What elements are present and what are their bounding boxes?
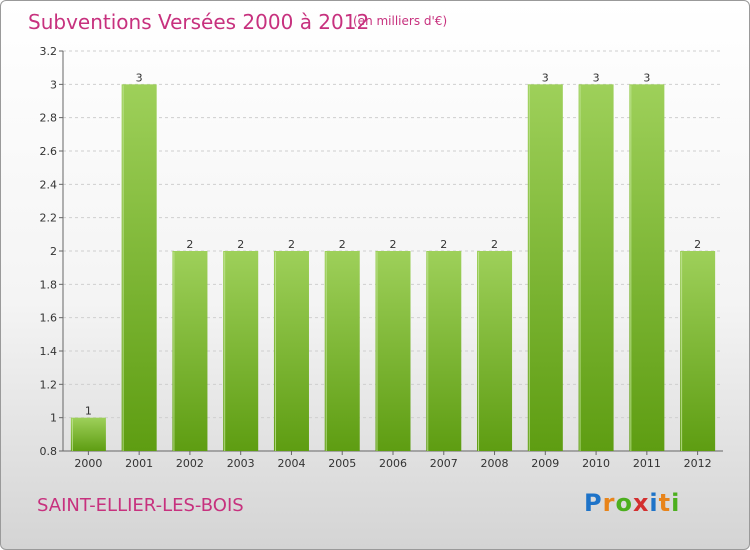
- bar: [121, 84, 157, 451]
- data-label: 2: [390, 238, 397, 251]
- chart-subtitle: (en milliers d'€): [353, 14, 448, 28]
- y-tick-label: 2: [50, 245, 57, 258]
- y-tick-label: 2.4: [40, 178, 58, 191]
- y-tick-label: 0.8: [40, 445, 58, 458]
- bar: [578, 84, 614, 451]
- y-tick-label: 2.8: [40, 112, 58, 125]
- x-tick-label: 2009: [531, 457, 559, 470]
- data-label: 3: [643, 71, 650, 84]
- data-label: 3: [542, 71, 549, 84]
- y-tick-label: 2.2: [40, 212, 58, 225]
- y-tick-label: 1.8: [40, 278, 58, 291]
- y-tick-label: 3: [50, 78, 57, 91]
- x-tick-label: 2010: [582, 457, 610, 470]
- x-tick-label: 2011: [633, 457, 661, 470]
- logo-letter: P: [584, 489, 603, 517]
- y-tick-label: 2.6: [40, 145, 58, 158]
- bar: [477, 251, 513, 451]
- y-tick-label: 3.2: [40, 45, 58, 58]
- data-label: 2: [440, 238, 447, 251]
- bar: [527, 84, 563, 451]
- logo-letter: r: [602, 489, 616, 517]
- logo-letter: x: [632, 489, 650, 517]
- bar: [426, 251, 462, 451]
- bar: [680, 251, 716, 451]
- data-label: 2: [288, 238, 295, 251]
- bar: [70, 417, 106, 451]
- data-label: 1: [85, 405, 92, 418]
- commune-name: SAINT-ELLIER-LES-BOIS: [37, 495, 244, 516]
- bars: [70, 84, 716, 451]
- bar: [273, 251, 309, 451]
- x-tick-label: 2008: [481, 457, 509, 470]
- y-tick-label: 1.2: [40, 378, 58, 391]
- bar: [324, 251, 360, 451]
- bar: [629, 84, 665, 451]
- y-tick-label: 1.4: [40, 345, 58, 358]
- x-tick-label: 2003: [227, 457, 255, 470]
- bar: [223, 251, 259, 451]
- logo-letter: t: [658, 489, 672, 517]
- x-tick-label: 2012: [684, 457, 712, 470]
- data-label: 2: [339, 238, 346, 251]
- chart-title: Subventions Versées 2000 à 2012: [28, 10, 370, 34]
- logo-letter: o: [615, 489, 633, 517]
- x-tick-label: 2006: [379, 457, 407, 470]
- x-tick-label: 2007: [430, 457, 458, 470]
- data-labels: 1 3 2 2 2 2 2 2 2 3 3 3 2: [85, 71, 701, 417]
- y-tick-label: 1: [50, 412, 57, 425]
- x-tick-label: 2001: [125, 457, 153, 470]
- data-label: 2: [237, 238, 244, 251]
- x-tick-label: 2000: [74, 457, 102, 470]
- data-label: 3: [136, 71, 143, 84]
- proxiti-logo[interactable]: Proxiti: [584, 489, 680, 517]
- logo-letter: i: [649, 489, 659, 517]
- x-tick-label: 2002: [176, 457, 204, 470]
- bar: [375, 251, 411, 451]
- x-tick-label: 2004: [277, 457, 305, 470]
- data-label: 3: [593, 71, 600, 84]
- data-label: 2: [694, 238, 701, 251]
- x-tick-label: 2005: [328, 457, 356, 470]
- logo-letter: i: [671, 489, 681, 517]
- data-label: 2: [186, 238, 193, 251]
- y-tick-label: 1.6: [40, 312, 58, 325]
- data-label: 2: [491, 238, 498, 251]
- bar: [172, 251, 208, 451]
